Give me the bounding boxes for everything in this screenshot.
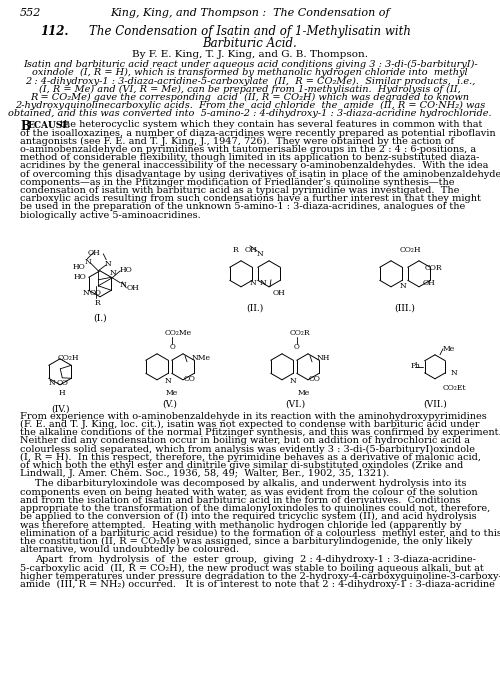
Text: HO: HO [72,263,85,271]
Text: and from the isolation of isatin and barbituric acid in the form of derivatives.: and from the isolation of isatin and bar… [20,496,460,504]
Text: (I, R = H).  In this respect, therefore, the pyrimidine behaves as a derivative : (I, R = H). In this respect, therefore, … [20,453,481,462]
Text: HO: HO [74,273,86,281]
Text: of overcoming this disadvantage by using derivatives of isatin in place of the a: of overcoming this disadvantage by using… [20,170,500,179]
Text: obtained, and this was converted into  5-amino-2 : 4-dihydroxy-1 : 3-diaza-acrid: obtained, and this was converted into 5-… [8,109,492,118]
Text: COR: COR [425,264,442,272]
Text: (III.): (III.) [394,304,415,313]
Text: condensation of isatin with barbituric acid as a typical pyrimidine was investig: condensation of isatin with barbituric a… [20,186,460,195]
Text: NH: NH [317,354,330,362]
Text: components even on being heated with water, as was evident from the colour of th: components even on being heated with wat… [20,488,477,496]
Text: Apart  from  hydrolysis  of  the  ester  group,  giving  2 : 4-dihydroxy-1 : 3-d: Apart from hydrolysis of the ester group… [35,555,476,564]
Text: N: N [257,250,264,258]
Text: N: N [120,281,126,289]
Text: 5-carboxylic acid  (II, R = CO₂H), the new product was stable to boiling aqueous: 5-carboxylic acid (II, R = CO₂H), the ne… [20,564,484,572]
Text: N: N [400,282,407,290]
Text: appropriate to the transformation of the dimalonyIoxindoles to quinolines could : appropriate to the transformation of the… [20,504,490,513]
Text: N: N [82,289,89,297]
Text: Neither did any condensation occur in boiling water, but on addition of hydrochl: Neither did any condensation occur in bo… [20,437,470,445]
Text: CO₂R: CO₂R [290,329,310,337]
Text: N: N [110,269,116,277]
Text: CO₂H: CO₂H [58,354,79,362]
Text: (V.): (V.) [162,400,178,409]
Text: CO₂Me: CO₂Me [165,329,192,337]
Text: alternative, would undoubtedly be coloured.: alternative, would undoubtedly be colour… [20,545,239,554]
Text: Me: Me [166,389,178,397]
Text: R: R [94,299,100,307]
Text: of which both the ethyl ester and dinitrile give similar di-substituted oxindole: of which both the ethyl ester and dinitr… [20,461,463,470]
Text: elimination of a barbituric acid residue) to the formation of a colourless  meth: elimination of a barbituric acid residue… [20,528,500,538]
Text: CO: CO [56,379,68,387]
Text: 112.: 112. [40,25,68,38]
Text: be used in the preparation of the unknown 5-amino-1 : 3-diaza-acridines, analogu: be used in the preparation of the unknow… [20,202,465,211]
Text: be applied to the conversion of (I) into the required tricyclic system (II), and: be applied to the conversion of (I) into… [20,512,476,521]
Text: was therefore attempted.  Heating with methanolic hydrogen chloride led (apparen: was therefore attempted. Heating with me… [20,520,462,530]
Text: King, King, and Thompson :  The Condensation of: King, King, and Thompson : The Condensat… [110,8,390,18]
Text: the heterocyclic system which they contain has several features in common with t: the heterocyclic system which they conta… [57,120,482,130]
Text: N: N [84,258,91,265]
Text: of the isoalloxazines, a number of diaza-acridines were recently prepared as pot: of the isoalloxazines, a number of diaza… [20,128,496,138]
Text: O: O [294,343,300,351]
Text: CO: CO [184,375,196,383]
Text: Isatin and barbituric acid react under aqueous acid conditions giving 3 : 3-di-(: Isatin and barbituric acid react under a… [22,60,477,69]
Text: OH: OH [423,279,436,287]
Text: CO: CO [309,375,321,383]
Text: OH: OH [273,289,286,297]
Text: Lindwall, J. Amer. Chem. Soc., 1936, 58, 49;  Walter, Ber., 1902, 35, 1321).: Lindwall, J. Amer. Chem. Soc., 1936, 58,… [20,469,390,478]
Text: N: N [48,379,55,387]
Text: Me: Me [443,345,455,353]
Text: N: N [451,369,458,377]
Text: (II.): (II.) [246,304,264,313]
Text: CO₂H: CO₂H [400,246,421,254]
Text: 2-hydroxyquinolinecarboxylic acids.  From the  acid chloride  the  amide  (II, R: 2-hydroxyquinolinecarboxylic acids. From… [15,101,485,110]
Text: biologically active 5-aminoacridines.: biologically active 5-aminoacridines. [20,210,201,219]
Text: B: B [20,120,30,133]
Text: N: N [260,279,267,287]
Text: By F. E. King, T. J. King, and G. B. Thompson.: By F. E. King, T. J. King, and G. B. Tho… [132,50,368,59]
Text: acridines by the general inaccessibility of the necessary o-aminobenzaldehydes. : acridines by the general inaccessibility… [20,162,488,170]
Text: Me: Me [298,389,310,397]
Text: ECAUSE: ECAUSE [28,121,70,130]
Text: Barbituric Acid.: Barbituric Acid. [202,37,298,50]
Text: (I.): (I.) [93,314,107,323]
Text: R: R [233,246,239,254]
Text: N: N [104,260,111,268]
Text: From experience with o-aminobenzaldehyde in its reaction with the aminohydroxypy: From experience with o-aminobenzaldehyde… [20,411,487,421]
Text: o-aminobenzaldehyde on pyrimidines with tautomerisable groups in the 2 : 4 : 6-p: o-aminobenzaldehyde on pyrimidines with … [20,145,476,154]
Text: 552: 552 [20,8,42,18]
Text: higher temperatures under pressure degradation to the 2-hydroxy-4-carboxyquinoli: higher temperatures under pressure degra… [20,572,500,581]
Text: N: N [290,377,297,385]
Text: H: H [58,389,65,397]
Text: R = CO₂Me) gave the corresponding  acid  (II, R = CO₂H) which was degraded to kn: R = CO₂Me) gave the corresponding acid (… [30,93,469,102]
Text: N: N [165,377,172,385]
Text: carboxylic acids resulting from such condensations have a further interest in th: carboxylic acids resulting from such con… [20,194,481,203]
Text: Ph: Ph [411,362,421,370]
Text: O: O [169,343,175,351]
Text: OH: OH [88,249,101,257]
Text: OH: OH [245,246,258,254]
Text: HO: HO [120,265,132,274]
Text: colourless solid separated, which from analysis was evidently 3 : 3-di-(5-barbit: colourless solid separated, which from a… [20,445,475,454]
Text: the alkaline conditions of the normal Pfitzinger synthesis, and this was confirm: the alkaline conditions of the normal Pf… [20,428,500,437]
Text: amide  (III, R = NH₂) occurred.   It is of interest to note that 2 : 4-dihydroxy: amide (III, R = NH₂) occurred. It is of … [20,580,495,589]
Text: (I, R = Me) and (VI, R = Me), can be prepared from 1-methylisatin.  Hydrolysis o: (I, R = Me) and (VI, R = Me), can be pre… [39,85,461,94]
Text: (F. E. and T. J. King, loc. cit.), isatin was not expected to condense with barb: (F. E. and T. J. King, loc. cit.), isati… [20,420,479,429]
Text: components—as in the Pfitzinger modification of Friedländer’s quinoline synthesi: components—as in the Pfitzinger modifica… [20,178,454,187]
Text: oxindole  (I, R = H), which is transformed by methanolic hydrogen chloride into : oxindole (I, R = H), which is transforme… [32,68,468,77]
Text: NMe: NMe [192,354,211,362]
Text: The Condensation of Isatin and of 1-Methylisatin with: The Condensation of Isatin and of 1-Meth… [89,25,411,38]
Text: CO₂Et: CO₂Et [443,384,466,392]
Text: N: N [250,279,257,287]
Text: (VII.): (VII.) [423,400,447,409]
Text: antagonists (see F. E. and T. J. King, J., 1947, 726).  They were obtained by th: antagonists (see F. E. and T. J. King, J… [20,136,454,146]
Text: (VI.): (VI.) [285,400,305,409]
Text: CO: CO [90,289,101,297]
Text: (IV.): (IV.) [51,405,69,414]
Text: OH: OH [126,284,139,292]
Text: The dibarbituryloxindole was decomposed by alkalis, and underwent hydrolysis int: The dibarbituryloxindole was decomposed … [35,479,466,488]
Text: 2 : 4-dihydroxy-1 : 3-diaza-acridine-5-carboxylate  (II,  R = CO₂Me).  Similar p: 2 : 4-dihydroxy-1 : 3-diaza-acridine-5-c… [25,77,475,86]
Text: the constitution (II, R = CO₂Me) was assigned, since a barbiturylindogenide, the: the constitution (II, R = CO₂Me) was ass… [20,537,472,546]
Text: method of considerable flexibility, though limited in its application to benz-su: method of considerable flexibility, thou… [20,153,479,162]
